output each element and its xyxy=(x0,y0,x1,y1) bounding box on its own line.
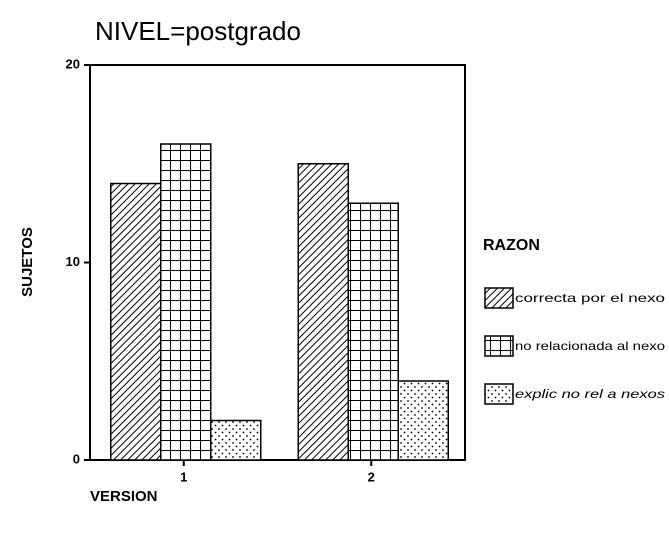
y-tick-label: 0 xyxy=(73,451,80,466)
y-tick-label: 10 xyxy=(66,254,80,269)
x-tick-label: 1 xyxy=(180,469,187,484)
bar xyxy=(210,419,262,461)
bar xyxy=(160,143,212,461)
x-axis-label: VERSION xyxy=(90,488,158,505)
legend-swatch xyxy=(484,287,514,309)
bar xyxy=(110,182,162,461)
legend-label: no relacionada al nexo xyxy=(515,339,665,353)
chart-title: NIVEL=postgrado xyxy=(95,16,301,46)
bar xyxy=(347,202,399,461)
legend-swatch xyxy=(484,383,514,405)
legend-label: correcta por el nexo xyxy=(515,291,665,305)
legend-title: RAZON xyxy=(483,237,540,254)
y-tick-label: 20 xyxy=(66,56,80,71)
bar xyxy=(297,163,349,461)
bar xyxy=(397,380,449,461)
y-axis-label: SUJETOS xyxy=(19,227,36,297)
legend-label: explic no rel a nexos xyxy=(515,387,665,401)
x-tick-label: 2 xyxy=(368,469,375,484)
legend-swatch xyxy=(484,335,514,357)
